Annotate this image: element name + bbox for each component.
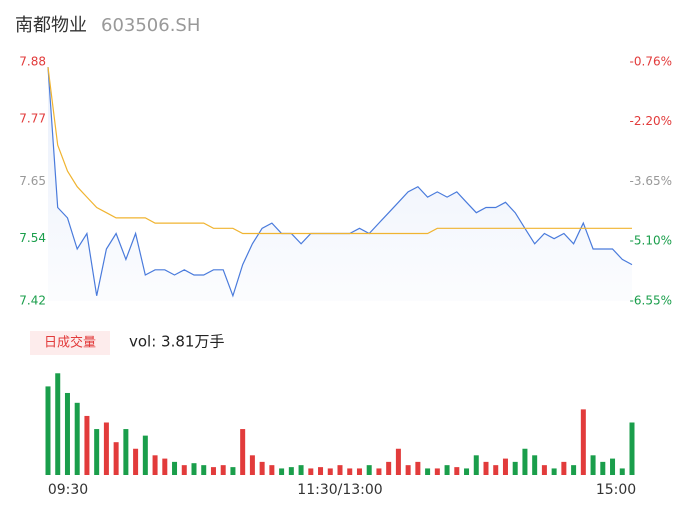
- volume-bar: [512, 461, 518, 475]
- volume-bar: [366, 465, 372, 475]
- stock-name: 南都物业: [15, 15, 87, 36]
- volume-bar: [337, 465, 343, 475]
- volume-bar: [318, 467, 324, 475]
- volume-badge: [30, 331, 110, 355]
- volume-bar: [405, 465, 411, 475]
- volume-bar: [386, 461, 392, 475]
- volume-bar: [473, 455, 479, 475]
- volume-bar: [259, 461, 265, 475]
- volume-total: vol: 3.81万手: [129, 333, 224, 351]
- x-tick-label: 09:30: [48, 482, 88, 498]
- volume-bar: [425, 468, 431, 475]
- y-tick-label: 7.65: [19, 174, 46, 188]
- volume-bar: [210, 467, 216, 475]
- volume-bar: [327, 468, 333, 475]
- volume-bar: [610, 458, 616, 475]
- y-tick-label: 7.77: [19, 112, 46, 126]
- volume-bar: [94, 429, 100, 475]
- volume-bar: [434, 468, 440, 475]
- volume-bar: [395, 448, 401, 475]
- volume-bar: [454, 467, 460, 475]
- volume-bar: [629, 422, 635, 475]
- average-line: [47, 67, 632, 235]
- volume-bar: [64, 392, 70, 475]
- volume-bar: [551, 468, 557, 475]
- y2-tick-label: -2.20%: [630, 114, 672, 128]
- volume-bar: [162, 458, 168, 475]
- volume-bar: [464, 468, 470, 475]
- y2-tick-label: -3.65%: [630, 174, 672, 188]
- volume-bar: [123, 429, 129, 475]
- volume-bar: [600, 461, 606, 475]
- volume-bar: [269, 465, 275, 475]
- volume-bar: [571, 465, 577, 475]
- x-tick-label: 15:00: [596, 482, 636, 498]
- volume-bar: [298, 465, 304, 475]
- volume-bar: [308, 468, 314, 475]
- volume-bar: [220, 465, 226, 475]
- volume-bar: [376, 468, 382, 475]
- volume-bar: [74, 402, 80, 475]
- volume-bar: [493, 465, 499, 475]
- volume-bar: [288, 467, 294, 475]
- y-tick-label: 7.54: [19, 231, 46, 245]
- x-tick-label: 11:30/13:00: [297, 482, 382, 498]
- volume-bar: [191, 463, 197, 475]
- volume-bar: [249, 455, 255, 475]
- volume-bar: [532, 455, 538, 475]
- volume-bar: [133, 448, 139, 475]
- y-tick-label: 7.88: [19, 55, 46, 69]
- volume-bar: [502, 458, 508, 475]
- volume-bar: [113, 442, 119, 475]
- volume-bar: [522, 448, 528, 475]
- volume-bar: [279, 468, 285, 475]
- volume-bar: [541, 465, 547, 475]
- volume-bar: [172, 461, 178, 475]
- volume-bar: [356, 468, 362, 475]
- volume-bar: [142, 435, 148, 475]
- volume-bar: [347, 468, 353, 475]
- volume-bar: [240, 429, 246, 475]
- price-area: [48, 67, 632, 301]
- volume-bar: [590, 455, 596, 475]
- y2-tick-label: -0.76%: [630, 55, 672, 69]
- volume-bar: [201, 465, 207, 475]
- stock-code: 603506.SH: [101, 15, 200, 36]
- volume-bar: [230, 467, 236, 475]
- volume-bar: [619, 468, 625, 475]
- volume-bar: [84, 415, 90, 475]
- y2-tick-label: -6.55%: [630, 294, 672, 308]
- volume-bar: [55, 373, 61, 475]
- volume-bar: [415, 461, 421, 475]
- volume-bar: [152, 455, 158, 475]
- volume-bar: [561, 461, 567, 475]
- y-tick-label: 7.42: [19, 294, 46, 308]
- volume-bar: [181, 465, 187, 475]
- volume-bar: [483, 461, 489, 475]
- volume-bar: [444, 465, 450, 475]
- volume-title: 日成交量: [44, 335, 96, 351]
- volume-bar: [103, 422, 109, 475]
- volume-bar: [580, 409, 586, 475]
- y2-tick-label: -5.10%: [630, 234, 672, 248]
- volume-bar: [45, 386, 51, 475]
